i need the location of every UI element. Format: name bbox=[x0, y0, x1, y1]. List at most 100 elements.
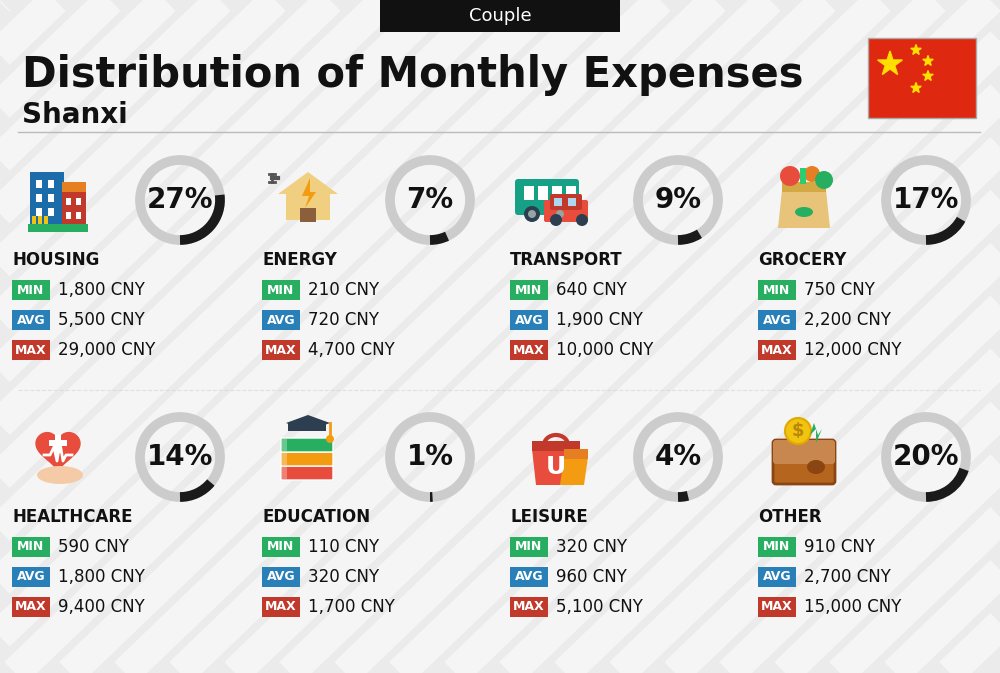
Text: OTHER: OTHER bbox=[758, 508, 822, 526]
Text: MAX: MAX bbox=[761, 600, 793, 614]
Text: 20%: 20% bbox=[893, 443, 959, 471]
Polygon shape bbox=[560, 457, 588, 485]
Text: 17%: 17% bbox=[893, 186, 959, 214]
Polygon shape bbox=[302, 178, 316, 208]
FancyBboxPatch shape bbox=[510, 537, 548, 557]
FancyBboxPatch shape bbox=[262, 597, 300, 617]
Text: MAX: MAX bbox=[513, 343, 545, 357]
Text: 5,500 CNY: 5,500 CNY bbox=[58, 311, 145, 329]
Text: AVG: AVG bbox=[267, 571, 295, 583]
FancyBboxPatch shape bbox=[262, 340, 300, 360]
FancyBboxPatch shape bbox=[544, 200, 588, 222]
Circle shape bbox=[804, 166, 820, 182]
Text: MAX: MAX bbox=[15, 343, 47, 357]
Circle shape bbox=[550, 214, 562, 226]
Text: AVG: AVG bbox=[17, 314, 45, 326]
FancyBboxPatch shape bbox=[773, 440, 835, 464]
Text: TRANSPORT: TRANSPORT bbox=[510, 251, 623, 269]
Polygon shape bbox=[532, 449, 580, 485]
Text: 750 CNY: 750 CNY bbox=[804, 281, 875, 299]
FancyBboxPatch shape bbox=[66, 198, 71, 205]
Ellipse shape bbox=[795, 207, 813, 217]
FancyBboxPatch shape bbox=[12, 567, 50, 587]
Text: $: $ bbox=[792, 422, 804, 440]
Text: 320 CNY: 320 CNY bbox=[308, 568, 379, 586]
FancyBboxPatch shape bbox=[38, 216, 42, 224]
FancyBboxPatch shape bbox=[550, 194, 582, 210]
Text: 720 CNY: 720 CNY bbox=[308, 311, 379, 329]
Text: 4,700 CNY: 4,700 CNY bbox=[308, 341, 395, 359]
FancyBboxPatch shape bbox=[288, 423, 326, 431]
FancyBboxPatch shape bbox=[12, 310, 50, 330]
FancyBboxPatch shape bbox=[532, 441, 580, 451]
Ellipse shape bbox=[37, 466, 83, 484]
Text: MIN: MIN bbox=[267, 540, 295, 553]
FancyBboxPatch shape bbox=[510, 597, 548, 617]
FancyBboxPatch shape bbox=[281, 452, 333, 466]
Text: 9%: 9% bbox=[654, 186, 702, 214]
Text: 110 CNY: 110 CNY bbox=[308, 538, 379, 556]
Ellipse shape bbox=[807, 460, 825, 474]
Text: AVG: AVG bbox=[515, 314, 543, 326]
Circle shape bbox=[780, 166, 800, 186]
Text: Shanxi: Shanxi bbox=[22, 101, 128, 129]
FancyBboxPatch shape bbox=[282, 453, 287, 465]
FancyBboxPatch shape bbox=[262, 537, 300, 557]
Text: 640 CNY: 640 CNY bbox=[556, 281, 627, 299]
Text: MIN: MIN bbox=[17, 283, 45, 297]
FancyBboxPatch shape bbox=[758, 597, 796, 617]
Text: 960 CNY: 960 CNY bbox=[556, 568, 627, 586]
Circle shape bbox=[556, 210, 564, 218]
Polygon shape bbox=[36, 433, 80, 472]
FancyBboxPatch shape bbox=[554, 198, 562, 206]
FancyBboxPatch shape bbox=[380, 0, 620, 32]
Text: MAX: MAX bbox=[761, 343, 793, 357]
Text: 1,900 CNY: 1,900 CNY bbox=[556, 311, 643, 329]
FancyBboxPatch shape bbox=[758, 567, 796, 587]
Circle shape bbox=[528, 210, 536, 218]
Text: MIN: MIN bbox=[763, 540, 791, 553]
FancyBboxPatch shape bbox=[758, 310, 796, 330]
FancyBboxPatch shape bbox=[12, 537, 50, 557]
Text: MIN: MIN bbox=[267, 283, 295, 297]
FancyBboxPatch shape bbox=[758, 280, 796, 300]
FancyBboxPatch shape bbox=[49, 440, 67, 446]
Text: LEISURE: LEISURE bbox=[510, 508, 588, 526]
Text: 10,000 CNY: 10,000 CNY bbox=[556, 341, 653, 359]
FancyBboxPatch shape bbox=[44, 216, 48, 224]
FancyBboxPatch shape bbox=[515, 179, 579, 215]
FancyBboxPatch shape bbox=[55, 435, 61, 453]
Text: U: U bbox=[546, 455, 566, 479]
Text: 4%: 4% bbox=[654, 443, 702, 471]
FancyBboxPatch shape bbox=[564, 449, 588, 459]
Text: 2,700 CNY: 2,700 CNY bbox=[804, 568, 891, 586]
Polygon shape bbox=[810, 423, 822, 443]
FancyBboxPatch shape bbox=[282, 467, 287, 479]
FancyBboxPatch shape bbox=[12, 280, 50, 300]
Polygon shape bbox=[911, 83, 921, 92]
Text: 9,400 CNY: 9,400 CNY bbox=[58, 598, 145, 616]
Text: 27%: 27% bbox=[147, 186, 213, 214]
Text: EDUCATION: EDUCATION bbox=[262, 508, 370, 526]
Circle shape bbox=[576, 214, 588, 226]
Text: MIN: MIN bbox=[763, 283, 791, 297]
FancyBboxPatch shape bbox=[281, 466, 333, 480]
Text: AVG: AVG bbox=[267, 314, 295, 326]
Polygon shape bbox=[923, 55, 933, 65]
FancyBboxPatch shape bbox=[758, 537, 796, 557]
FancyBboxPatch shape bbox=[12, 597, 50, 617]
FancyBboxPatch shape bbox=[62, 182, 86, 192]
FancyBboxPatch shape bbox=[800, 168, 806, 184]
Text: MAX: MAX bbox=[265, 343, 297, 357]
FancyBboxPatch shape bbox=[30, 172, 64, 224]
FancyBboxPatch shape bbox=[300, 208, 316, 222]
Text: HOUSING: HOUSING bbox=[12, 251, 99, 269]
Text: AVG: AVG bbox=[763, 314, 791, 326]
Polygon shape bbox=[286, 415, 330, 431]
Text: ENERGY: ENERGY bbox=[262, 251, 337, 269]
Text: AVG: AVG bbox=[17, 571, 45, 583]
Text: MAX: MAX bbox=[15, 600, 47, 614]
FancyBboxPatch shape bbox=[32, 216, 36, 224]
FancyBboxPatch shape bbox=[552, 186, 562, 200]
Circle shape bbox=[785, 418, 811, 444]
